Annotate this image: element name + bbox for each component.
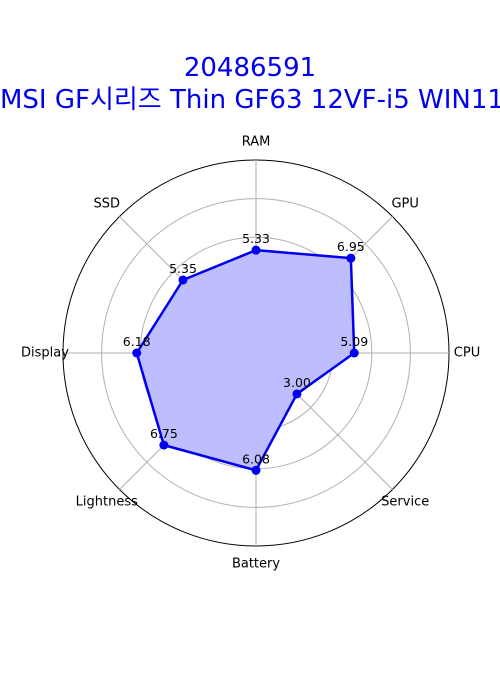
- value-label-gpu: 6.95: [337, 239, 365, 254]
- axis-label-lightness: Lightness: [76, 495, 138, 510]
- value-label-ssd: 5.35: [169, 261, 197, 276]
- value-label-ram: 5.33: [242, 231, 270, 246]
- value-label-lightness: 6.75: [150, 426, 178, 441]
- data-point-cpu: [349, 348, 359, 358]
- series-area: [136, 250, 355, 471]
- chart-title-product: MSI GF시리즈 Thin GF63 12VF-i5 WIN11 16GB: [0, 85, 500, 115]
- axis-label-gpu: GPU: [391, 196, 418, 211]
- label-layer: RAM GPU CPU Service Battery Lightness Display S…: [21, 135, 480, 572]
- data-layer: [132, 245, 359, 475]
- axis-label-cpu: CPU: [454, 346, 480, 361]
- axis-label-battery: Battery: [232, 557, 280, 572]
- data-point-battery: [251, 465, 261, 475]
- value-label-battery: 6.08: [242, 451, 270, 466]
- data-point-ssd: [178, 275, 188, 285]
- value-label-display: 6.18: [123, 334, 151, 349]
- data-point-lightness: [159, 440, 169, 450]
- value-label-cpu: 5.09: [340, 334, 368, 349]
- axis-label-ram: RAM: [242, 135, 271, 150]
- axis-label-display: Display: [21, 346, 69, 361]
- axis-label-ssd: SSD: [94, 196, 121, 211]
- data-point-display: [132, 348, 142, 358]
- chart-title-id: 20486591: [183, 53, 317, 83]
- axis-label-service: Service: [381, 495, 429, 510]
- data-point-ram: [251, 245, 261, 255]
- chart-title: 20486591 MSI GF시리즈 Thin GF63 12VF-i5 WIN…: [0, 52, 500, 116]
- data-point-service: [292, 389, 302, 399]
- value-label-service: 3.00: [283, 375, 311, 390]
- data-point-gpu: [346, 253, 356, 263]
